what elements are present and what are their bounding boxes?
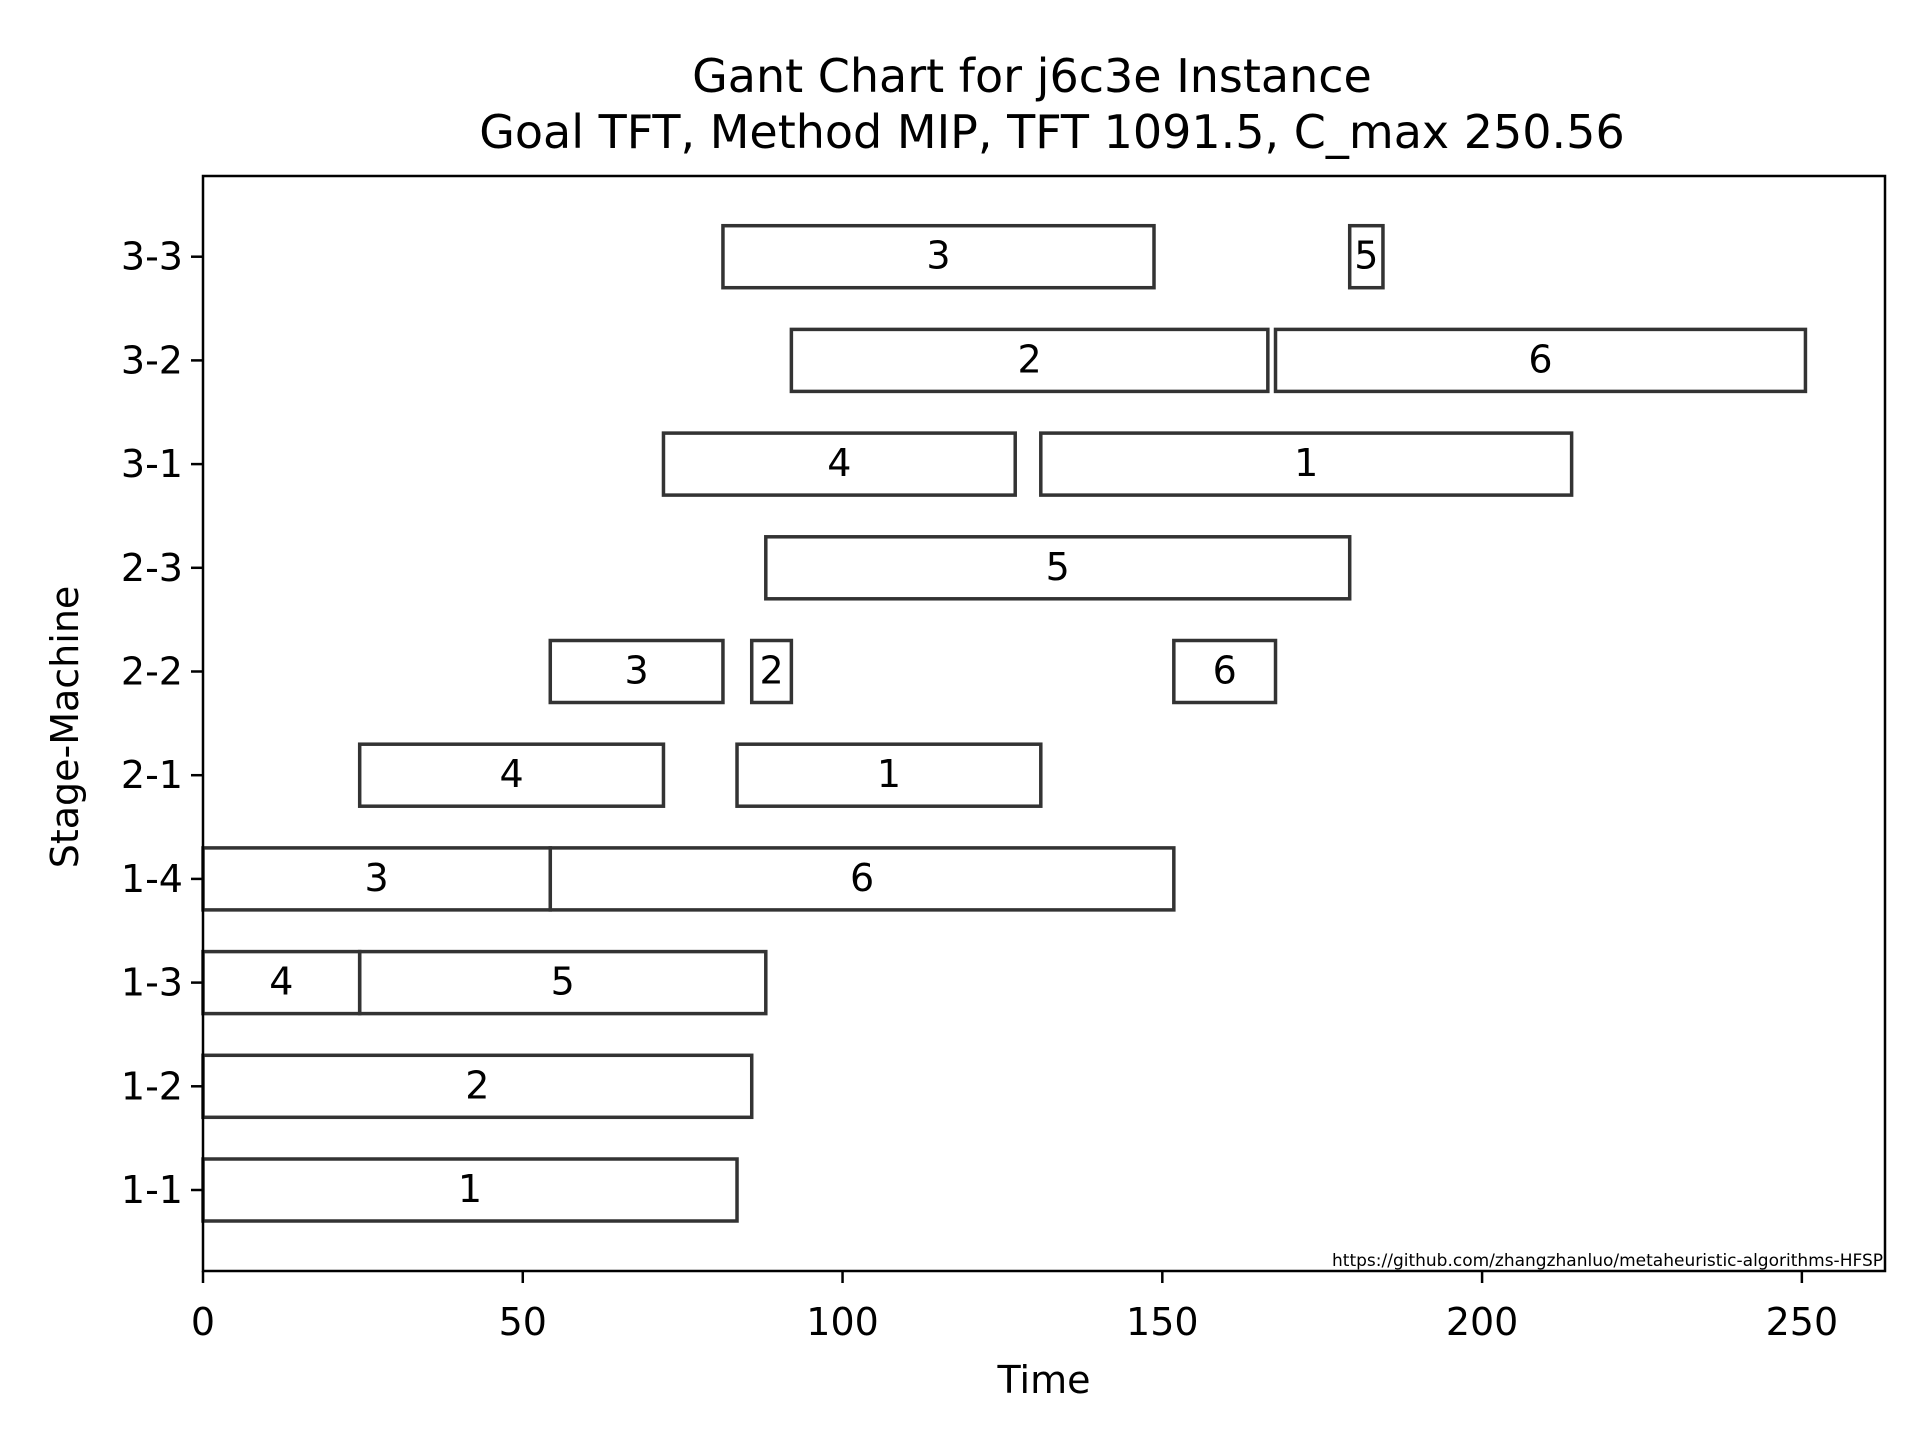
task-bar-rect [735, 742, 1043, 808]
y-tick-label: 1-1 [121, 1168, 183, 1212]
task-bar-1-1-job-1: 1 [201, 1157, 739, 1223]
task-bar-label: 1 [1294, 441, 1318, 485]
task-bar-label: 3 [365, 856, 389, 900]
task-bar-label: 5 [1354, 234, 1378, 278]
y-tick-label: 1-4 [121, 857, 183, 901]
x-tick-label: 50 [499, 1300, 547, 1344]
task-bar-3-2-job-2: 2 [789, 327, 1270, 394]
task-bar-rect [661, 431, 1017, 497]
x-axis-label: Time [997, 1358, 1091, 1402]
x-axis: 0 50 100 150 200 250 [191, 1271, 1838, 1344]
x-tick-label: 250 [1766, 1300, 1839, 1344]
chart-title: Gant Chart for j6c3e Instance [692, 49, 1372, 103]
task-bar-2-1-job-1: 1 [735, 742, 1043, 808]
task-bar-label: 5 [1046, 545, 1070, 589]
task-bar-rect [1273, 327, 1808, 394]
x-tick-label: 200 [1446, 1300, 1519, 1344]
task-bar-rect [357, 949, 768, 1016]
task-bar-label: 2 [465, 1063, 489, 1107]
task-bar-2-1-job-4: 4 [357, 742, 666, 808]
y-tick-label: 3-1 [121, 442, 183, 486]
task-bar-label: 6 [1213, 649, 1237, 693]
task-bar-label: 4 [269, 960, 293, 1004]
x-tick-label: 100 [806, 1300, 879, 1344]
task-bar-label: 4 [499, 752, 523, 796]
y-axis-label: Stage-Machine [43, 586, 87, 869]
task-bar-label: 2 [759, 649, 783, 693]
x-tick-label: 0 [191, 1300, 215, 1344]
y-axis: 1-1 1-2 1-3 1-4 2-1 2-2 2-3 3-1 3-2 3-3 [121, 235, 203, 1212]
task-bar-label: 4 [827, 441, 851, 485]
task-bar-rect [749, 638, 794, 705]
task-bar-label: 3 [926, 234, 950, 278]
task-bar-1-2-job-2: 2 [201, 1053, 754, 1120]
task-bar-rect [357, 742, 666, 808]
y-tick-label: 3-3 [121, 235, 183, 279]
task-bar-rect [721, 223, 1156, 290]
task-bar-label: 3 [625, 649, 649, 693]
task-bar-rect [789, 327, 1270, 394]
chart-subtitle: Goal TFT, Method MIP, TFT 1091.5, C_max … [479, 105, 1624, 159]
task-bar-rect [1347, 223, 1385, 290]
task-bar-1-3-job-5: 5 [357, 949, 768, 1016]
task-bar-3-1-job-1: 1 [1039, 431, 1574, 497]
y-tick-label: 1-2 [121, 1064, 183, 1108]
task-bar-rect [548, 846, 1176, 912]
task-bar-rect [1039, 431, 1574, 497]
task-bar-2-3-job-5: 5 [764, 535, 1352, 601]
task-bar-label: 1 [877, 752, 901, 796]
task-bar-3-3-job-3: 3 [721, 223, 1156, 290]
source-annotation: https://github.com/zhangzhanluo/metaheur… [1332, 1251, 1883, 1271]
task-bar-1-4-job-6: 6 [548, 846, 1176, 912]
task-bar-3-3-job-5: 5 [1347, 223, 1385, 290]
task-bar-label: 1 [458, 1167, 482, 1211]
y-tick-label: 3-2 [121, 338, 183, 382]
task-bar-label: 6 [1528, 337, 1552, 381]
x-tick-label: 150 [1126, 1300, 1199, 1344]
task-bar-2-2-job-2: 2 [749, 638, 794, 705]
y-tick-label: 2-1 [121, 753, 183, 797]
task-bar-label: 5 [551, 960, 575, 1004]
task-bar-label: 6 [850, 856, 874, 900]
task-bar-1-4-job-3: 3 [201, 846, 553, 912]
task-bar-rect [1172, 638, 1278, 705]
y-tick-label: 2-3 [121, 546, 183, 590]
y-tick-label: 2-2 [121, 650, 183, 694]
task-bar-1-3-job-4: 4 [201, 949, 362, 1016]
task-bar-2-2-job-3: 3 [548, 638, 725, 705]
plot-frame [201, 174, 1887, 1273]
task-bar-3-2-job-6: 6 [1273, 327, 1808, 394]
bars-group: 1 2 4 5 3 6 4 1 3 2 6 5 4 1 2 6 3 5 [201, 223, 1808, 1223]
y-tick-label: 1-3 [121, 961, 183, 1005]
task-bar-3-1-job-4: 4 [661, 431, 1017, 497]
task-bar-2-2-job-6: 6 [1172, 638, 1278, 705]
task-bar-label: 2 [1018, 337, 1042, 381]
task-bar-rect [764, 535, 1352, 601]
task-bar-rect [548, 638, 725, 705]
